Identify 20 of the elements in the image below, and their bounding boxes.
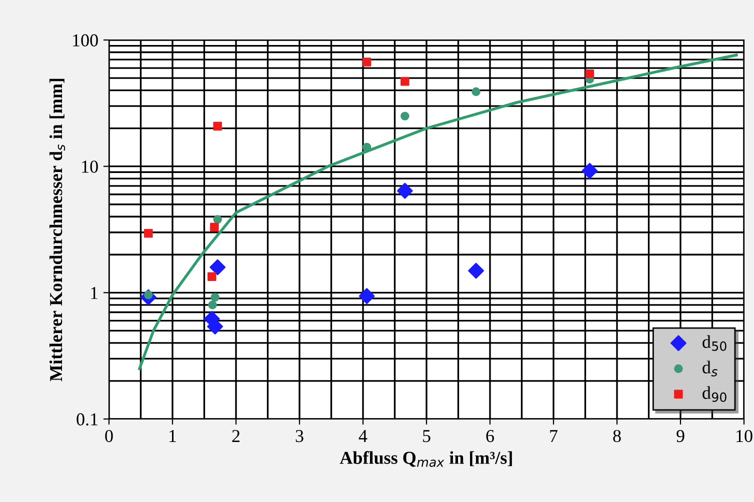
y-tick-label: 1 xyxy=(91,287,98,299)
x-tick-label: 7 xyxy=(550,430,558,442)
x-tick-label: 8 xyxy=(613,430,621,442)
x-tick-label: 10 xyxy=(736,430,752,442)
x-tick-label: 1 xyxy=(170,430,176,442)
legend-label: d$_{90}$ xyxy=(702,386,726,402)
x-tick-label: 9 xyxy=(676,430,684,442)
x-tick-label: 6 xyxy=(486,430,494,442)
x-tick-label: 5 xyxy=(423,430,430,442)
x-tick-label: 0 xyxy=(105,430,113,442)
legend-label: d$_{50}$ xyxy=(702,335,726,351)
x-tick-label: 2 xyxy=(232,430,240,442)
x-tick-label: 4 xyxy=(358,430,368,442)
y-axis-title: Mittlerer Korndurchmesser d$_{s}$ in [mm] xyxy=(49,78,66,382)
y-tick-label: 0.1 xyxy=(76,413,98,426)
x-axis-title: Abfluss Q$_{max}$ in [m³/s] xyxy=(340,451,512,467)
legend-label: d$_{s}$ xyxy=(702,360,718,376)
y-tick-label: 100 xyxy=(73,34,98,46)
x-tick-label: 3 xyxy=(296,430,304,442)
y-tick-label: 10 xyxy=(82,160,98,173)
